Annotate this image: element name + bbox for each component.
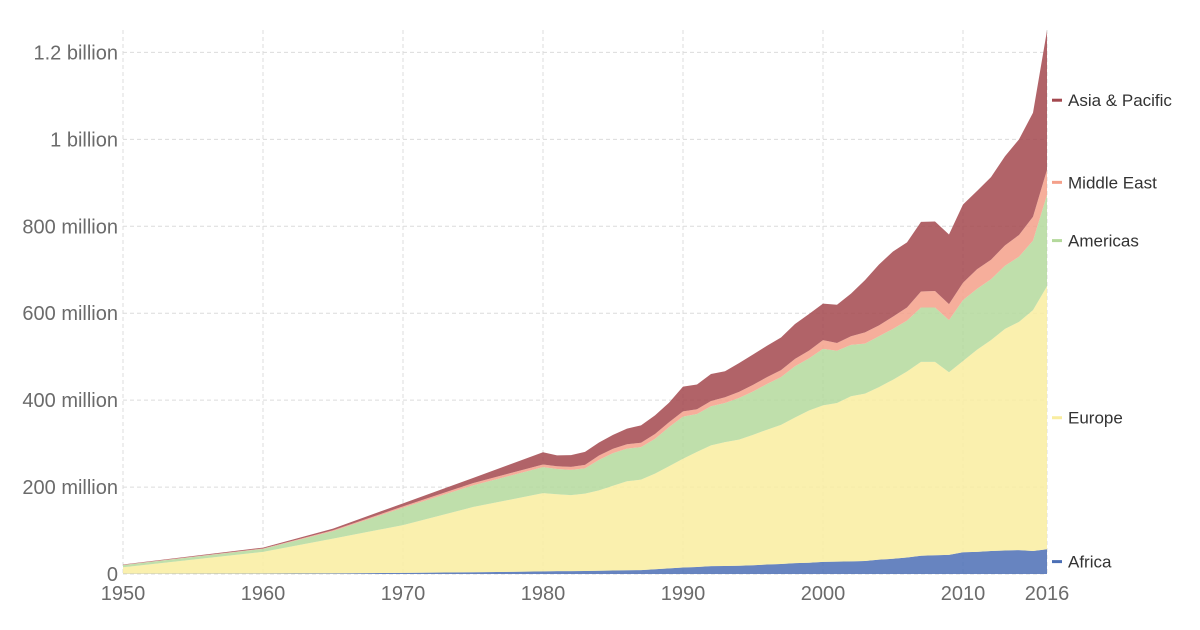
x-tick-label: 1990 (661, 583, 706, 605)
y-tick-label: 600 million (22, 303, 118, 325)
x-tick-label: 1960 (241, 583, 286, 605)
legend-label: Asia & Pacific (1068, 91, 1172, 110)
legend-item-africa: Africa (1052, 553, 1112, 572)
area-layer (123, 30, 1047, 574)
x-tick-label: 2000 (801, 583, 846, 605)
area-americas (123, 194, 1047, 568)
x-tick-label: 2010 (941, 583, 986, 605)
area-africa (123, 549, 1047, 574)
x-tick-label: 2016 (1025, 583, 1070, 605)
legend-item-americas: Americas (1052, 232, 1139, 251)
y-tick-label: 200 million (22, 477, 118, 499)
x-tick-label: 1970 (381, 583, 426, 605)
legend-label: Europe (1068, 409, 1123, 428)
y-tick-label: 0 (107, 564, 118, 586)
y-tick-label: 1.2 billion (33, 42, 118, 64)
y-axis-tick-labels: 0 200 million 400 million 600 million 800 mi… (22, 42, 118, 586)
grid-layer (122, 30, 1048, 575)
legend-item-asia-pacific: Asia & Pacific (1052, 91, 1172, 110)
y-tick-label: 1 billion (50, 129, 118, 151)
x-tick-label: 1950 (101, 583, 146, 605)
legend-item-europe: Europe (1052, 409, 1123, 428)
legend-label: Africa (1068, 553, 1112, 572)
x-axis-tick-labels: 1950 1960 1970 1980 1990 2000 2010 2016 (101, 583, 1070, 605)
legend-item-middle-east: Middle East (1052, 173, 1157, 192)
y-tick-label: 800 million (22, 216, 118, 238)
y-tick-label: 400 million (22, 390, 118, 412)
legend-label: Americas (1068, 232, 1139, 251)
area-asia-pacific (123, 30, 1047, 565)
legend: Asia & Pacific Middle East Americas Europe A… (1052, 91, 1172, 572)
x-tick-label: 1980 (521, 583, 566, 605)
legend-label: Middle East (1068, 173, 1157, 192)
area-europe (123, 286, 1047, 574)
